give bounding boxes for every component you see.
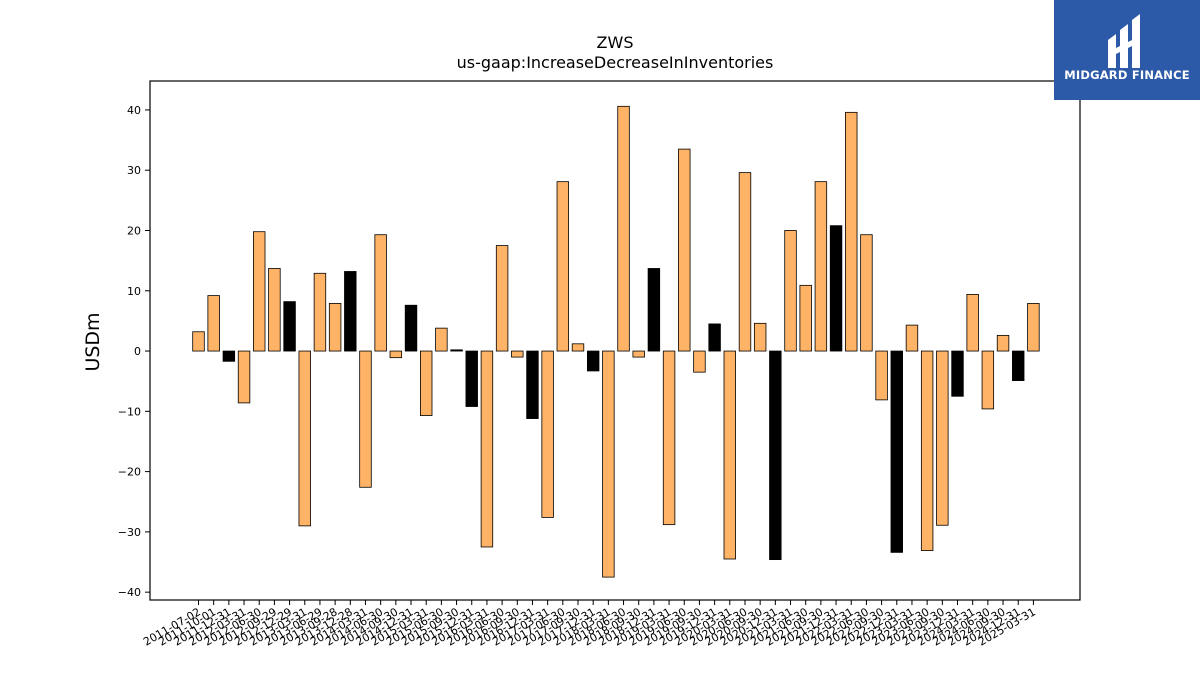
bar-2025-03-31 [1027, 303, 1040, 352]
bar-2014-03-31 [359, 350, 372, 488]
bar-2019-03-31 [662, 350, 676, 526]
y-tick-label: 40 [127, 104, 141, 117]
bar-2013-12-28 [344, 271, 357, 352]
bar-2024-06-30 [981, 350, 995, 410]
bar-2011-07-02 [192, 331, 205, 352]
bar-2016-03-31 [480, 350, 494, 548]
bar-2016-12-31 [526, 350, 539, 419]
bar-2015-09-30 [450, 349, 463, 352]
bar-2014-06-30 [374, 234, 387, 352]
bar-2012-06-30 [253, 231, 266, 352]
bar-2021-03-31 [784, 230, 797, 352]
bar-2018-03-31 [602, 350, 615, 578]
bar-2018-06-30 [617, 105, 630, 352]
bar-2019-12-31 [708, 323, 721, 352]
bar-2022-12-31 [890, 350, 903, 553]
y-tick-label: 20 [127, 224, 141, 237]
bar-2017-03-31 [541, 350, 554, 518]
bar-2022-09-30 [875, 350, 888, 401]
bar-2021-12-31 [829, 225, 843, 352]
bar-2019-06-30 [678, 148, 691, 352]
y-tick-label: −40 [118, 586, 141, 599]
y-tick-label: −20 [118, 466, 141, 479]
bar-2020-06-30 [738, 172, 752, 352]
bar-2018-12-31 [647, 268, 661, 352]
y-tick-label: −10 [118, 405, 141, 418]
bar-2017-12-31 [586, 350, 600, 372]
bar-2012-09-29 [268, 268, 281, 352]
bar-2017-09-30 [571, 343, 585, 352]
y-axis-label: USDm [82, 312, 104, 371]
bar-2012-12-29 [283, 301, 296, 352]
bar-2013-09-28 [328, 303, 342, 352]
midgard-finance-logo-icon [1108, 14, 1140, 68]
bars-group [192, 105, 1040, 578]
bar-2019-09-30 [693, 350, 706, 373]
y-tick-label: 10 [127, 285, 141, 298]
bar-2018-09-30 [632, 350, 645, 358]
bar-2024-03-31 [966, 293, 979, 352]
bar-2014-12-31 [404, 304, 418, 352]
bar-2012-03-31 [237, 350, 251, 404]
bar-2016-09-30 [511, 350, 524, 358]
bar-2023-12-31 [951, 350, 964, 397]
bar-2011-12-31 [222, 350, 236, 362]
bar-2021-09-30 [814, 181, 828, 352]
bar-2020-09-30 [753, 322, 767, 352]
chart-subtitle: us-gaap:IncreaseDecreaseInInventories [457, 53, 774, 72]
bar-2020-03-31 [723, 350, 737, 560]
bar-2023-03-31 [905, 324, 919, 352]
y-tick-label: 30 [127, 164, 141, 177]
y-tick-label: −30 [118, 526, 141, 539]
bar-2021-06-30 [799, 284, 812, 352]
x-axis: 2011-07-022011-10-012011-12-312012-03-31… [141, 600, 1038, 649]
bar-2015-06-30 [435, 327, 448, 352]
bar-2022-06-30 [860, 234, 873, 352]
y-axis: −40 −30 −20 −10 0 10 20 30 40 [118, 104, 150, 599]
bar-2016-06-30 [495, 245, 509, 352]
midgard-finance-logo: MIDGARD FINANCE [1054, 0, 1200, 100]
bar-2023-09-30 [936, 350, 949, 526]
chart-title: ZWS [597, 33, 634, 52]
bar-2024-12-31 [1012, 350, 1025, 381]
bar-2011-10-01 [207, 295, 220, 352]
logo-text: MIDGARD FINANCE [1064, 68, 1190, 82]
bar-2014-09-30 [389, 350, 403, 359]
bar-2024-09-30 [996, 334, 1010, 352]
bar-2013-03-31 [298, 350, 311, 527]
bar-2013-06-29 [313, 272, 327, 352]
y-tick-label: 0 [134, 345, 141, 358]
bar-2022-03-31 [845, 111, 858, 352]
bar-2020-12-31 [769, 350, 782, 561]
bar-2015-12-31 [465, 350, 478, 407]
bar-2023-06-30 [920, 350, 934, 551]
plot-frame [149, 80, 1081, 601]
bar-2017-06-30 [556, 181, 570, 352]
bar-2015-03-31 [419, 350, 433, 416]
